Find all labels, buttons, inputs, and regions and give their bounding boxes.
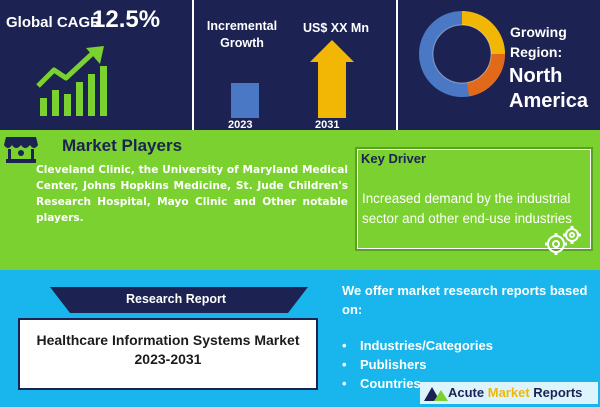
divider <box>192 0 194 130</box>
list-item: • Countries <box>342 376 421 391</box>
list-item: • Industries/Categories <box>342 338 493 353</box>
offer-item-label: Industries/Categories <box>360 338 493 353</box>
region-label: Growing Region: <box>510 24 567 60</box>
middle-band <box>0 130 600 270</box>
bar-2031 <box>318 62 346 118</box>
offer-item-label: Countries <box>360 376 421 391</box>
chart-title: Incremental Growth <box>206 19 278 50</box>
offer-item-label: Publishers <box>360 357 427 372</box>
brand-part-3: Reports <box>529 385 583 400</box>
brand-name: Acute Market Reports <box>448 385 582 400</box>
region-value: North America <box>509 65 588 112</box>
key-driver-text: Increased demand by the industrial secto… <box>362 191 572 226</box>
brand-part-2: Market <box>487 385 530 400</box>
list-item: • Publishers <box>342 357 427 372</box>
report-title: Healthcare Information Systems Market 20… <box>36 332 300 367</box>
divider <box>396 0 398 130</box>
report-ribbon <box>50 287 308 313</box>
year-label-2023: 2023 <box>228 119 253 131</box>
cagr-label: Global CAGR <box>6 14 102 31</box>
market-players-text: Cleveland Clinic, the University of Mary… <box>36 164 348 224</box>
key-driver-title: Key Driver <box>361 151 427 166</box>
offer-intro: We offer market research reports based o… <box>342 283 588 317</box>
donut-chart-icon <box>419 11 505 97</box>
cagr-value: 12.5% <box>92 6 161 33</box>
chart-value-label: US$ XX Mn <box>303 21 369 35</box>
offer-list: • Industries/Categories • Publishers • Coun… <box>342 336 493 393</box>
brand-part-1: Acute <box>448 385 488 400</box>
market-stall-icon <box>4 137 38 163</box>
bar-2031-arrowhead <box>310 40 354 62</box>
market-players-title: Market Players <box>62 136 183 155</box>
report-title-box <box>18 318 318 390</box>
year-label-2031: 2031 <box>315 119 340 131</box>
key-driver-box <box>355 147 593 251</box>
gear-icon <box>545 226 581 255</box>
growth-arrow-icon <box>36 46 107 116</box>
bar-2023 <box>231 83 259 118</box>
brand-logo-icon <box>420 382 598 404</box>
report-ribbon-label: Research Report <box>125 292 227 306</box>
